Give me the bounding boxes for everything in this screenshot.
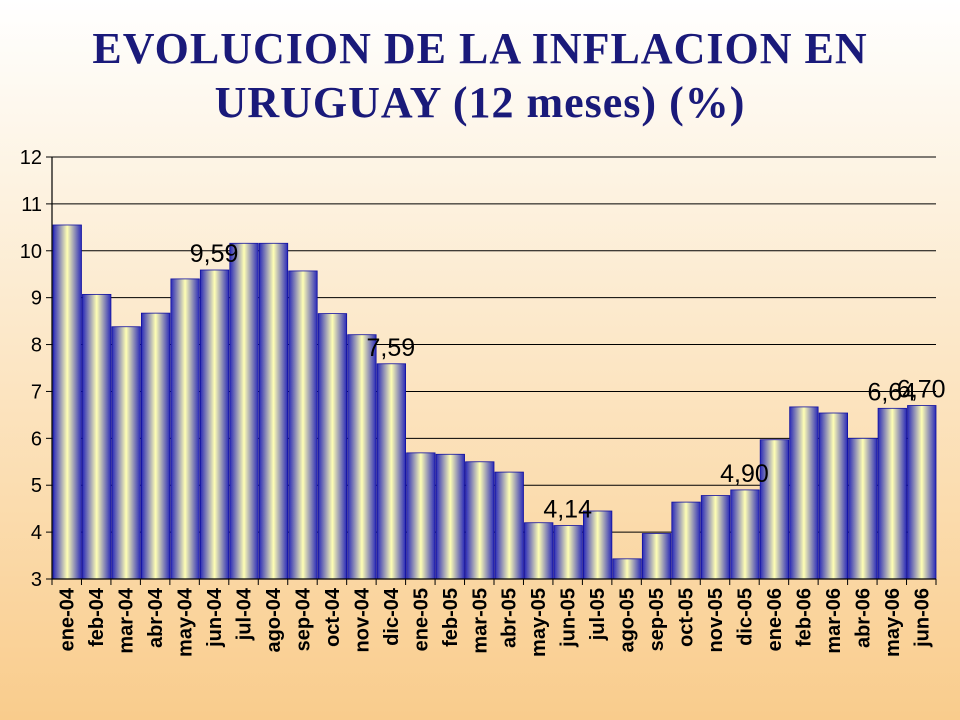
bar-mar-04	[111, 326, 141, 580]
x-tick-label: jun-04	[204, 587, 226, 648]
chart-title-line-2: URUGUAY (12 meses) (%)	[214, 78, 746, 127]
x-tick-label: dic-05	[734, 588, 756, 646]
y-tick-label: 3	[31, 569, 42, 591]
bar-may-04	[170, 278, 200, 580]
x-tick-label: jul-05	[587, 588, 609, 641]
data-label: 6,64	[867, 378, 916, 406]
y-tick-label: 8	[31, 335, 42, 357]
x-tick-label: may-06	[882, 588, 904, 657]
x-tick-label: ene-06	[764, 588, 786, 651]
bar-abr-05	[494, 471, 524, 580]
chart-title-line-1: EVOLUCION DE LA INFLACION EN	[92, 24, 868, 73]
x-tick-label: abr-04	[145, 587, 167, 648]
bar-abr-04	[140, 312, 171, 580]
bar-ene-04	[52, 224, 82, 580]
x-tick-label: may-04	[175, 587, 197, 657]
bar-may-06	[877, 407, 907, 580]
bar-ago-04	[258, 242, 289, 580]
x-tick-label: feb-05	[440, 588, 462, 647]
x-tick-label: ene-04	[57, 587, 79, 651]
x-tick-label: mar-05	[469, 588, 491, 654]
x-tick-label: feb-06	[793, 588, 815, 647]
bar-feb-04	[82, 293, 112, 580]
y-tick-label: 6	[31, 428, 42, 450]
chart-title: EVOLUCION DE LA INFLACION EN URUGUAY (12…	[0, 22, 960, 130]
bar-jul-04	[229, 242, 259, 580]
data-labels: 9,59 7,59 4,14 4,90 6,646,70	[190, 240, 946, 524]
x-tick-label: jun-05	[558, 588, 580, 648]
data-label: 6,70	[897, 376, 946, 404]
y-tick-label: 12	[20, 147, 42, 169]
bar-may-05	[524, 522, 554, 580]
bar-ene-06	[759, 439, 790, 580]
bar-dic-04	[376, 363, 406, 580]
x-tick-label: mar-06	[823, 588, 845, 654]
x-tick-label: abr-06	[852, 588, 874, 648]
bar-nov-04	[347, 334, 377, 580]
bar-abr-06	[848, 437, 878, 580]
x-tick-label: mar-04	[116, 587, 138, 653]
x-tick-label: feb-04	[86, 587, 108, 647]
bar-sep-05	[641, 533, 672, 580]
x-tick-label: ago-05	[617, 588, 639, 652]
y-tick-label: 4	[31, 522, 42, 544]
y-tick-label: 11	[21, 194, 42, 216]
bar-oct-05	[671, 501, 701, 580]
bar-jul-05	[583, 510, 613, 580]
x-tick-label: nov-04	[351, 587, 373, 652]
x-axis-ticks: ene-04 feb-04 mar-04 abr-04 may-04 jun-04 jul-…	[51, 579, 937, 657]
bars	[52, 224, 937, 580]
x-tick-label: jul-04	[234, 587, 256, 641]
x-tick-label: ago-04	[263, 587, 285, 652]
bar-jun-05	[553, 525, 583, 580]
x-tick-label: oct-05	[676, 588, 698, 647]
bar-mar-06	[818, 412, 849, 580]
bar-nov-05	[700, 495, 731, 580]
x-tick-label: nov-05	[705, 588, 727, 652]
y-tick-label: 7	[31, 381, 42, 403]
x-tick-label: may-05	[528, 588, 550, 657]
y-tick-label: 5	[31, 475, 42, 497]
bar-feb-06	[789, 406, 819, 580]
x-tick-label: ene-05	[410, 588, 432, 651]
bar-ene-05	[406, 452, 436, 580]
data-label: 9,59	[190, 240, 239, 268]
bar-dic-05	[730, 489, 760, 580]
bar-feb-05	[435, 453, 465, 580]
x-tick-label: oct-04	[322, 587, 344, 647]
x-tick-label: dic-04	[381, 587, 403, 646]
bar-ago-05	[612, 558, 642, 580]
bar-mar-05	[465, 461, 495, 580]
x-tick-label: sep-05	[646, 588, 668, 651]
bar-jun-06	[907, 405, 937, 580]
data-label: 4,90	[720, 460, 769, 488]
x-tick-label: jun-06	[911, 588, 933, 648]
data-label: 4,14	[543, 496, 592, 524]
x-tick-label: abr-05	[499, 588, 521, 648]
y-tick-label: 10	[20, 241, 42, 263]
bar-jun-04	[199, 269, 230, 580]
y-tick-label: 9	[31, 288, 42, 310]
bar-oct-04	[317, 313, 348, 580]
x-tick-label: sep-04	[292, 587, 314, 651]
y-axis-ticks: 3 4 5 6 7 8 9 10 11 12	[20, 147, 52, 591]
bar-sep-04	[288, 270, 318, 580]
data-label: 7,59	[367, 334, 416, 362]
